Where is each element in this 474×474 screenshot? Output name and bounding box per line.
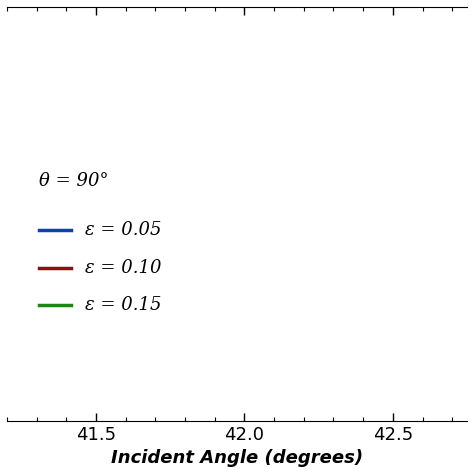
Text: ε = 0.15: ε = 0.15	[85, 296, 162, 314]
Text: θ = 90°: θ = 90°	[39, 172, 109, 190]
X-axis label: Incident Angle (degrees): Incident Angle (degrees)	[111, 449, 363, 467]
Text: ε = 0.10: ε = 0.10	[85, 259, 162, 276]
Text: ε = 0.05: ε = 0.05	[85, 221, 162, 239]
